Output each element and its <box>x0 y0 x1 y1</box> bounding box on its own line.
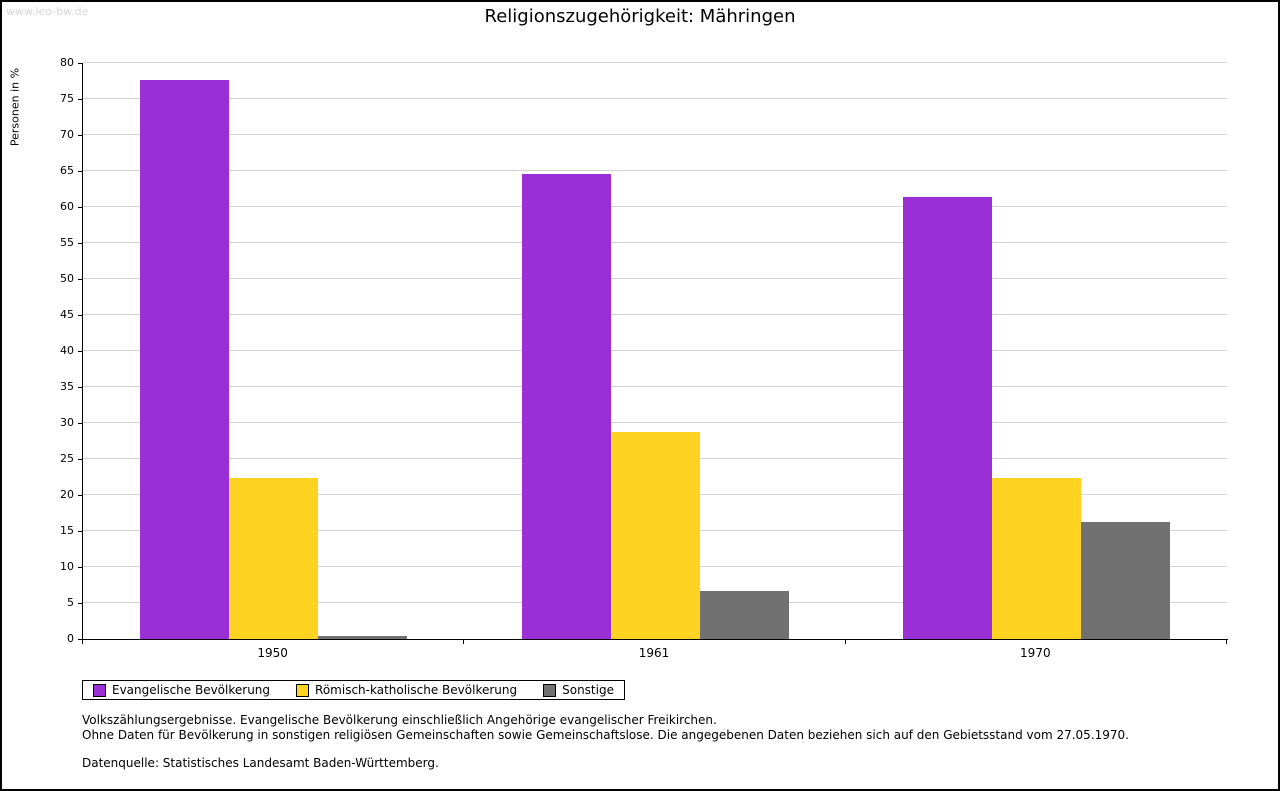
gridline <box>83 98 1227 99</box>
y-axis-line <box>82 63 83 640</box>
legend-label: Evangelische Bevölkerung <box>112 683 271 697</box>
footnote-source: Datenquelle: Statistisches Landesamt Bad… <box>82 756 439 770</box>
x-axis-label-1970: 1970 <box>1020 646 1051 660</box>
gridline <box>83 170 1227 171</box>
y-tick-label: 75 <box>60 92 74 105</box>
y-tick-mark <box>78 279 82 280</box>
gridline <box>83 422 1227 423</box>
y-tick-label: 45 <box>60 308 74 321</box>
gridline <box>83 314 1227 315</box>
legend-item-2: Sonstige <box>543 683 614 697</box>
chart-title: Religionszugehörigkeit: Mähringen <box>484 6 796 27</box>
y-tick-label: 25 <box>60 452 74 465</box>
gridline <box>83 350 1227 351</box>
gridline <box>83 62 1227 63</box>
y-tick-label: 15 <box>60 524 74 537</box>
y-tick-mark <box>78 567 82 568</box>
y-tick-mark <box>78 531 82 532</box>
y-tick-mark <box>78 171 82 172</box>
y-tick-label: 35 <box>60 380 74 393</box>
x-axis-label-1950: 1950 <box>257 646 288 660</box>
bar-1970-series-0 <box>902 196 992 639</box>
footnotes: Volkszählungsergebnisse. Evangelische Be… <box>82 713 1232 771</box>
x-tick-mark <box>463 640 465 644</box>
bar-1961-series-0 <box>521 173 611 639</box>
gridline <box>83 386 1227 387</box>
bar-1950-series-0 <box>140 79 230 639</box>
legend-item-1: Römisch-katholische Bevölkerung <box>296 683 517 697</box>
bar-1961-series-2 <box>699 591 789 639</box>
y-tick-mark <box>78 207 82 208</box>
gridline <box>83 242 1227 243</box>
y-tick-label: 50 <box>60 272 74 285</box>
y-tick-label: 10 <box>60 560 74 573</box>
legend: Evangelische Bevölkerung Römisch-katholis… <box>82 680 625 700</box>
y-tick-label: 0 <box>67 632 74 645</box>
y-tick-mark <box>78 495 82 496</box>
y-tick-label: 40 <box>60 344 74 357</box>
y-tick-mark <box>78 387 82 388</box>
legend-swatch-icon <box>93 683 106 697</box>
y-tick-mark <box>78 459 82 460</box>
gridline <box>83 206 1227 207</box>
x-tick-mark <box>82 640 83 644</box>
y-tick-label: 55 <box>60 236 74 249</box>
plot-area <box>83 62 1227 639</box>
legend-label: Römisch-katholische Bevölkerung <box>315 683 518 697</box>
legend-item-0: Evangelische Bevölkerung <box>93 683 270 697</box>
legend-label: Sonstige <box>562 683 614 697</box>
legend-swatch-icon <box>296 683 310 697</box>
y-tick-mark <box>78 603 82 604</box>
bar-1950-series-1 <box>229 478 319 639</box>
bar-1950-series-2 <box>318 636 408 639</box>
y-tick-mark <box>78 639 82 640</box>
watermark: www.leo-bw.de <box>6 5 89 18</box>
y-tick-mark <box>78 99 82 100</box>
legend-swatch-icon <box>543 683 557 697</box>
footnote-line: Volkszählungsergebnisse. Evangelische Be… <box>82 713 717 727</box>
y-tick-mark <box>78 351 82 352</box>
y-tick-mark <box>78 135 82 136</box>
y-tick-label: 70 <box>60 128 74 141</box>
y-tick-label: 60 <box>60 200 74 213</box>
footnote-line: Ohne Daten für Bevölkerung in sonstigen … <box>82 727 1129 742</box>
y-tick-mark <box>78 423 82 424</box>
x-axis-label-1961: 1961 <box>638 646 670 660</box>
bar-1970-series-1 <box>991 478 1081 639</box>
y-tick-mark <box>78 63 82 64</box>
y-tick-label: 20 <box>60 488 74 501</box>
y-tick-label: 80 <box>60 56 74 69</box>
y-tick-mark <box>78 243 82 244</box>
gridline <box>83 134 1227 135</box>
x-tick-mark <box>844 640 846 644</box>
x-tick-mark <box>1226 640 1227 644</box>
bar-1970-series-2 <box>1080 521 1170 639</box>
gridline <box>83 278 1227 279</box>
y-tick-label: 65 <box>60 164 74 177</box>
y-tick-label: 30 <box>60 416 74 429</box>
bar-1961-series-1 <box>610 431 700 639</box>
y-tick-label: 5 <box>67 596 74 609</box>
x-axis-line <box>82 639 1228 640</box>
y-tick-mark <box>78 315 82 316</box>
y-axis-title: Personen in % <box>8 67 22 147</box>
